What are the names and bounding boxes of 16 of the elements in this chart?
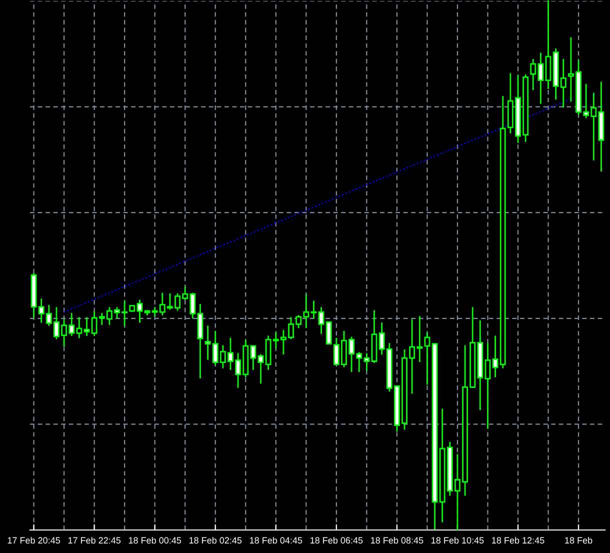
- x-tick-label: 18 Feb 04:45: [250, 536, 302, 544]
- x-tick-label: 18 Feb: [565, 536, 592, 544]
- x-tick-label: 18 Feb 08:45: [371, 536, 424, 544]
- candlestick: [318, 307, 324, 334]
- candlestick: [424, 332, 430, 385]
- candlestick: [258, 354, 264, 384]
- x-tick-label: 17 Feb 20:45: [8, 536, 60, 544]
- x-tick-label: 18 Feb 00:45: [128, 536, 182, 544]
- x-tick-label: 18 Feb 02:45: [189, 536, 242, 544]
- x-tick-label: 18 Feb 12:45: [492, 536, 544, 544]
- x-tick-label: 17 Feb 22:45: [68, 536, 121, 544]
- x-tick-label: 18 Feb 06:45: [310, 536, 363, 544]
- candlestick: [84, 317, 90, 336]
- x-tick-label: 18 Feb 10:45: [432, 536, 484, 544]
- candlestick: [484, 343, 491, 429]
- candlestick: [310, 300, 317, 319]
